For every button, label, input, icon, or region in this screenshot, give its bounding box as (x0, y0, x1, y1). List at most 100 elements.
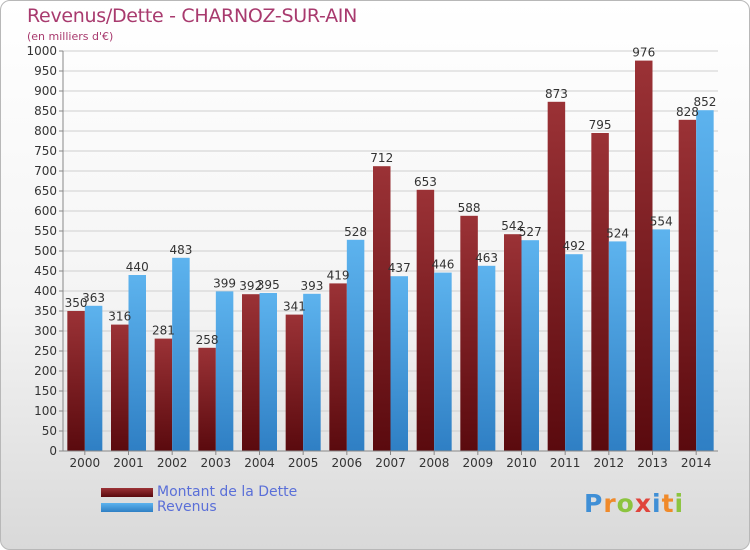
y-tick-label: 450 (34, 264, 57, 278)
y-tick-label: 700 (34, 164, 57, 178)
x-tick-label: 2000 (70, 456, 101, 470)
legend-label-dette: Montant de la Dette (157, 484, 298, 500)
bar-revenus (346, 239, 365, 451)
x-tick-label: 2001 (113, 456, 144, 470)
legend-label-revenus: Revenus (157, 499, 217, 515)
x-tick-label: 2008 (419, 456, 450, 470)
x-tick-label: 2004 (244, 456, 275, 470)
data-label: 281 (152, 324, 175, 338)
proxiti-logo: Proxiti (584, 489, 685, 518)
x-axis: 2000 2001 2002 2003 2004 2005 2006 2007 2008 2009… (63, 450, 718, 470)
data-label: 350 (65, 296, 88, 310)
bar-dette (198, 347, 216, 451)
y-tick-label: 750 (34, 144, 57, 158)
data-label: 524 (606, 226, 629, 240)
bar-dette (416, 189, 435, 452)
bar-dette (67, 311, 85, 451)
y-tick-label: 650 (34, 184, 57, 198)
chart-title: Revenus/Dette - CHARNOZ-SUR-AIN (27, 5, 358, 27)
x-tick-label: 2010 (506, 456, 537, 470)
y-tick-label: 900 (34, 84, 57, 98)
data-label: 554 (650, 214, 673, 228)
x-tick-label: 2003 (201, 456, 232, 470)
bar-series (67, 60, 714, 452)
data-label: 483 (169, 243, 192, 257)
bar-revenus (259, 293, 277, 451)
y-tick-label: 600 (34, 204, 57, 218)
data-label: 316 (108, 310, 131, 324)
bar-dette (591, 133, 609, 451)
data-label: 653 (414, 175, 437, 189)
x-tick-label: 2013 (637, 456, 668, 470)
x-tick-label: 2007 (375, 456, 406, 470)
y-tick-label: 200 (34, 364, 57, 378)
x-tick-label: 2005 (288, 456, 319, 470)
data-label: 852 (693, 95, 716, 109)
y-tick-label: 800 (34, 124, 57, 138)
bar-dette (154, 338, 173, 451)
y-tick-label: 0 (49, 444, 57, 458)
x-tick-label: 2012 (594, 456, 625, 470)
x-tick-label: 2011 (550, 456, 581, 470)
bar-revenus (172, 257, 190, 451)
data-label: 873 (545, 87, 568, 101)
y-tick-label: 300 (34, 324, 57, 338)
bar-revenus (565, 254, 583, 451)
y-tick-label: 100 (34, 404, 57, 418)
y-tick-label: 50 (42, 424, 57, 438)
y-tick-label: 500 (34, 244, 57, 258)
bar-dette (242, 294, 260, 451)
data-label: 363 (82, 291, 105, 305)
bar-dette (329, 283, 347, 451)
data-label: 527 (519, 225, 542, 239)
legend-swatch-dette (101, 488, 153, 497)
y-tick-label: 850 (34, 104, 57, 118)
bar-revenus (521, 240, 539, 451)
data-label: 440 (126, 260, 149, 274)
bar-dette (678, 119, 697, 452)
bar-revenus (128, 275, 146, 451)
data-label: 828 (676, 105, 699, 119)
y-tick-label: 350 (34, 304, 57, 318)
bar-revenus (652, 229, 670, 451)
y-tick-label: 950 (34, 64, 57, 78)
bar-dette (635, 60, 653, 451)
data-label: 395 (257, 278, 280, 292)
x-tick-label: 2009 (463, 456, 494, 470)
x-tick-label: 2014 (681, 456, 712, 470)
y-tick-label: 150 (34, 384, 57, 398)
bar-dette (547, 101, 566, 452)
bar-revenus (215, 291, 234, 451)
data-label: 437 (388, 261, 411, 275)
data-label: 463 (475, 251, 498, 265)
data-label: 492 (562, 239, 585, 253)
y-axis: 0 50 100 150 200 250 300 350 400 450 500 550 600 650 7… (26, 44, 64, 458)
bar-revenus (434, 272, 452, 451)
data-label: 419 (327, 268, 350, 282)
data-label: 399 (213, 276, 236, 290)
data-label: 588 (458, 201, 481, 215)
y-tick-label: 400 (34, 284, 57, 298)
bar-dette (460, 215, 478, 451)
data-label: 976 (632, 46, 655, 60)
y-tick-label: 250 (34, 344, 57, 358)
bar-revenus (390, 276, 408, 451)
bar-revenus (84, 305, 103, 451)
y-tick-label: 1000 (26, 44, 57, 58)
bar-dette (111, 324, 129, 451)
y-tick-label: 550 (34, 224, 57, 238)
bar-revenus (477, 265, 496, 451)
data-label: 712 (370, 151, 393, 165)
data-label: 392 (239, 279, 262, 293)
bar-dette (504, 234, 522, 451)
data-label: 446 (431, 258, 454, 272)
chart-subtitle: (en milliers d'€) (27, 30, 114, 43)
data-label: 341 (283, 300, 306, 314)
data-label: 542 (501, 219, 524, 233)
legend-swatch-revenus (101, 503, 153, 512)
x-tick-label: 2002 (157, 456, 188, 470)
bar-revenus (303, 293, 321, 451)
